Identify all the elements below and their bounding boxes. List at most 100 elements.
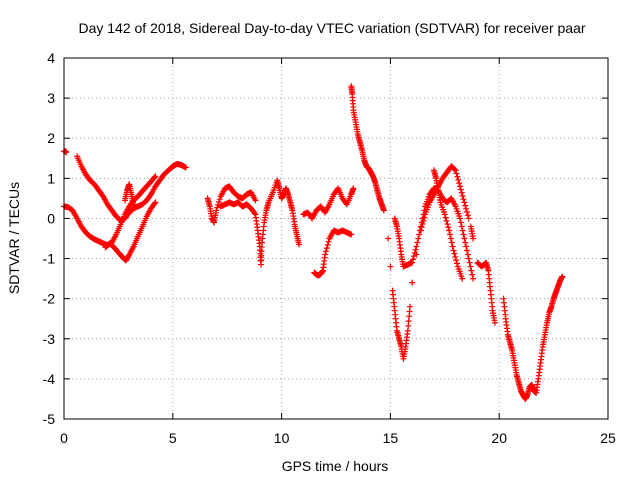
data-point-marker bbox=[452, 167, 459, 174]
data-point-marker bbox=[465, 255, 472, 262]
data-point-marker bbox=[457, 186, 464, 193]
data-point-marker bbox=[459, 227, 466, 234]
data-point-marker bbox=[445, 224, 452, 231]
y-tick-label: -4 bbox=[43, 371, 56, 387]
data-point-marker bbox=[130, 201, 137, 208]
data-point-marker bbox=[453, 260, 460, 267]
data-point-marker bbox=[324, 241, 331, 248]
x-tick-label: 25 bbox=[600, 430, 616, 446]
data-point-marker bbox=[460, 231, 467, 238]
y-tick-label: -2 bbox=[43, 291, 56, 307]
data-point-marker bbox=[463, 209, 470, 216]
data-point-marker bbox=[463, 205, 470, 212]
data-point-marker bbox=[409, 279, 416, 286]
data-point-marker bbox=[462, 239, 469, 246]
data-point-marker bbox=[451, 166, 458, 173]
y-tick-label: 2 bbox=[47, 130, 55, 146]
x-axis-ticks: 0 5 10 15 20 25 bbox=[60, 58, 616, 446]
data-point-marker bbox=[296, 241, 303, 248]
data-point-marker bbox=[470, 275, 477, 282]
data-point-marker bbox=[350, 185, 357, 192]
data-point-marker bbox=[459, 192, 466, 199]
data-point-marker bbox=[453, 257, 460, 264]
x-tick-label: 20 bbox=[491, 430, 507, 446]
data-point-marker bbox=[460, 196, 467, 203]
x-tick-label: 5 bbox=[169, 430, 177, 446]
data-point-marker bbox=[380, 207, 387, 214]
data-point-marker bbox=[152, 173, 159, 180]
y-tick-label: 0 bbox=[47, 210, 55, 226]
data-point-marker bbox=[466, 259, 473, 266]
data-point-marker bbox=[458, 223, 465, 230]
y-axis-label: SDTVAR / TECUs bbox=[6, 182, 22, 294]
data-point-marker bbox=[214, 204, 221, 211]
data-point-marker bbox=[323, 245, 330, 252]
data-point-marker bbox=[385, 235, 392, 242]
x-tick-label: 15 bbox=[383, 430, 399, 446]
data-point-marker bbox=[418, 219, 425, 226]
data-point-marker bbox=[412, 246, 419, 253]
data-point-marker bbox=[462, 202, 469, 209]
data-point-marker bbox=[411, 249, 418, 256]
data-point-marker bbox=[419, 215, 426, 222]
data-point-marker bbox=[420, 211, 427, 218]
data-point-marker bbox=[454, 173, 461, 180]
data-point-marker bbox=[452, 253, 459, 260]
data-point-marker bbox=[448, 239, 455, 246]
data-point-marker bbox=[447, 231, 454, 238]
data-point-marker bbox=[182, 164, 189, 171]
y-tick-label: 4 bbox=[47, 50, 55, 66]
data-point-marker bbox=[387, 263, 394, 270]
data-point-marker bbox=[491, 319, 498, 326]
data-point-marker bbox=[216, 196, 223, 203]
data-point-marker bbox=[463, 243, 470, 250]
data-point-marker bbox=[215, 198, 222, 205]
data-point-marker bbox=[443, 217, 450, 224]
y-tick-label: 1 bbox=[47, 170, 55, 186]
data-point-marker bbox=[441, 211, 448, 218]
data-point-marker bbox=[415, 235, 422, 242]
data-point-marker bbox=[458, 189, 465, 196]
data-point-marker bbox=[252, 197, 259, 204]
data-point-marker bbox=[413, 243, 420, 250]
data-point-marker bbox=[151, 200, 158, 207]
data-point-marker bbox=[325, 238, 332, 245]
data-point-marker bbox=[417, 223, 424, 230]
data-point-marker bbox=[406, 303, 413, 310]
data-point-marker bbox=[468, 267, 475, 274]
x-tick-label: 10 bbox=[274, 430, 290, 446]
data-point-marker bbox=[464, 251, 471, 258]
data-point-marker bbox=[348, 231, 355, 238]
data-point-marker bbox=[470, 235, 477, 242]
data-point-marker bbox=[152, 199, 159, 206]
data-point-marker bbox=[322, 251, 329, 258]
data-point-marker bbox=[559, 273, 566, 280]
data-point-marker bbox=[455, 176, 462, 183]
y-tick-label: -1 bbox=[43, 251, 56, 267]
data-markers bbox=[61, 83, 566, 402]
data-point-marker bbox=[453, 170, 460, 177]
data-point-marker bbox=[444, 221, 451, 228]
data-point-marker bbox=[463, 247, 470, 254]
data-point-marker bbox=[449, 243, 456, 250]
chart-title: Day 142 of 2018, Sidereal Day-to-day VTE… bbox=[78, 20, 585, 36]
data-point-marker bbox=[457, 215, 464, 222]
data-point-marker bbox=[421, 207, 428, 214]
x-axis-label: GPS time / hours bbox=[282, 458, 389, 474]
data-point-marker bbox=[410, 253, 417, 260]
data-point-marker bbox=[461, 199, 468, 206]
data-point-marker bbox=[457, 183, 464, 190]
data-point-marker bbox=[459, 275, 466, 282]
data-point-marker bbox=[469, 271, 476, 278]
data-point-marker bbox=[450, 247, 457, 254]
x-tick-label: 0 bbox=[60, 430, 68, 446]
y-tick-label: 3 bbox=[47, 90, 55, 106]
data-point-marker bbox=[416, 231, 423, 238]
data-point-marker bbox=[151, 174, 158, 181]
data-point-marker bbox=[213, 207, 220, 214]
data-point-marker bbox=[251, 210, 258, 217]
y-tick-label: -3 bbox=[43, 331, 56, 347]
data-point-marker bbox=[456, 180, 463, 187]
data-point-marker bbox=[414, 239, 421, 246]
